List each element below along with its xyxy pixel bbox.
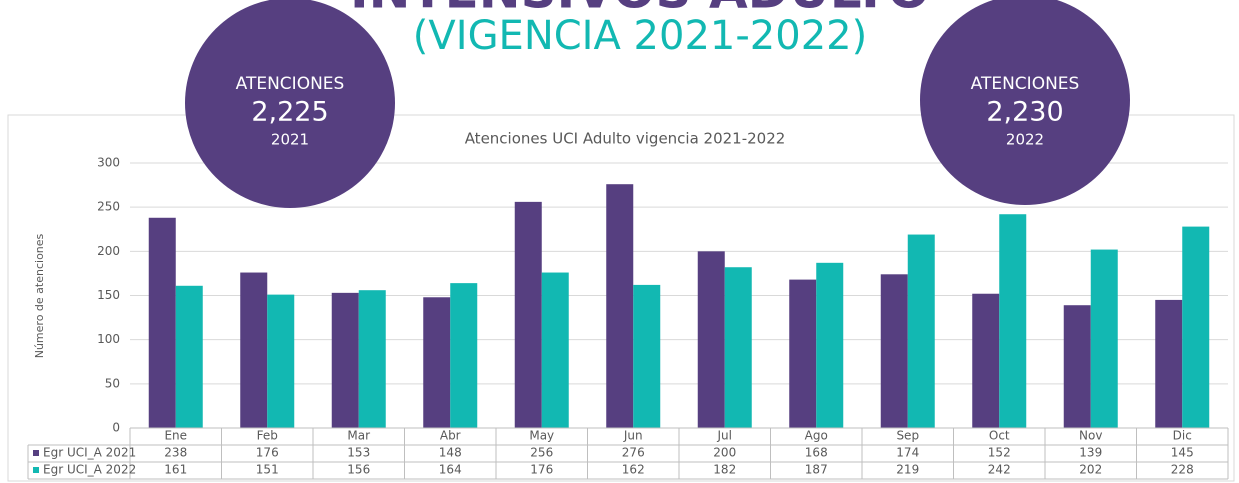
x-tick-label: Oct (989, 429, 1010, 443)
bar (1182, 226, 1210, 428)
badge-year: 2022 (1006, 131, 1044, 149)
table-value: 187 (805, 463, 828, 477)
table-value: 168 (805, 446, 828, 460)
table-value: 176 (256, 446, 279, 460)
table-value: 176 (530, 463, 553, 477)
table-value: 153 (347, 446, 370, 460)
table-value: 145 (1171, 446, 1194, 460)
x-tick-label: Ago (805, 429, 828, 443)
bar (880, 274, 908, 428)
table-value: 151 (256, 463, 279, 477)
x-tick-label: Sep (896, 429, 919, 443)
badge-circle (920, 0, 1130, 205)
bar (1063, 305, 1091, 428)
table-value: 148 (439, 446, 462, 460)
y-tick-label: 300 (97, 156, 120, 170)
table-value: 276 (622, 446, 645, 460)
bar (1155, 299, 1183, 428)
bar (423, 297, 451, 428)
badge-year: 2021 (271, 131, 309, 149)
x-tick-label: Abr (440, 429, 461, 443)
x-tick-label: Nov (1079, 429, 1102, 443)
bar (697, 251, 725, 428)
table-value: 256 (530, 446, 553, 460)
table-value: 219 (896, 463, 919, 477)
badge-label: ATENCIONES (971, 74, 1080, 94)
legend-label: Egr UCI_A 2021 (43, 446, 136, 460)
badge-label: ATENCIONES (236, 74, 345, 94)
table-value: 182 (713, 463, 736, 477)
x-tick-label: May (529, 429, 554, 443)
table-value: 238 (164, 446, 187, 460)
bar (606, 184, 634, 428)
bar (514, 201, 542, 428)
bar (816, 262, 844, 428)
table-value: 164 (439, 463, 462, 477)
y-tick-label: 250 (97, 200, 120, 214)
legend-swatch (33, 467, 39, 473)
x-tick-label: Mar (347, 429, 370, 443)
table-value: 228 (1171, 463, 1194, 477)
plot: 0 50 100 150 200 250 300 Ene 238 161 Feb 176 151 Mar 1… (27, 156, 1229, 480)
y-axis-label: Número de atenciones (33, 233, 46, 358)
y-tick-label: 0 (112, 421, 120, 435)
bar (358, 290, 386, 428)
bar (267, 294, 295, 428)
bar (1090, 249, 1118, 428)
table-value: 161 (164, 463, 187, 477)
table-value: 162 (622, 463, 645, 477)
bar (541, 272, 569, 428)
bar (724, 267, 752, 428)
bar (999, 214, 1027, 428)
bar (633, 284, 661, 428)
bar (972, 293, 1000, 428)
slide-title: INTENSIVOS ADULTO (350, 0, 930, 20)
y-tick-label: 200 (97, 244, 120, 258)
bar (450, 283, 478, 428)
table-value: 174 (896, 446, 919, 460)
slide-subtitle: (VIGENCIA 2021-2022) (413, 13, 867, 59)
table-value: 152 (988, 446, 1011, 460)
x-tick-label: Feb (257, 429, 278, 443)
table-value: 202 (1079, 463, 1102, 477)
bar (907, 234, 935, 428)
badge: ATENCIONES 2,225 2021 (185, 0, 395, 208)
y-tick-label: 50 (105, 376, 120, 390)
y-tick-label: 150 (97, 288, 120, 302)
badge: ATENCIONES 2,230 2022 (920, 0, 1130, 205)
chart-title: Atenciones UCI Adulto vigencia 2021-2022 (465, 130, 786, 148)
badge-value: 2,230 (986, 97, 1063, 128)
bar (789, 279, 817, 428)
bar (331, 292, 359, 428)
legend-label: Egr UCI_A 2022 (43, 463, 136, 477)
table-value: 200 (713, 446, 736, 460)
table-value: 139 (1079, 446, 1102, 460)
x-tick-label: Jul (717, 429, 732, 443)
x-tick-label: Jun (623, 429, 643, 443)
bar (175, 285, 203, 428)
y-tick-label: 100 (97, 332, 120, 346)
bar (148, 217, 176, 428)
badge-circle (185, 0, 395, 208)
x-tick-label: Dic (1173, 429, 1192, 443)
table-value: 242 (988, 463, 1011, 477)
legend-swatch (33, 450, 39, 456)
x-tick-label: Ene (164, 429, 187, 443)
badge-value: 2,225 (251, 97, 328, 128)
table-value: 156 (347, 463, 370, 477)
bar (240, 272, 268, 428)
